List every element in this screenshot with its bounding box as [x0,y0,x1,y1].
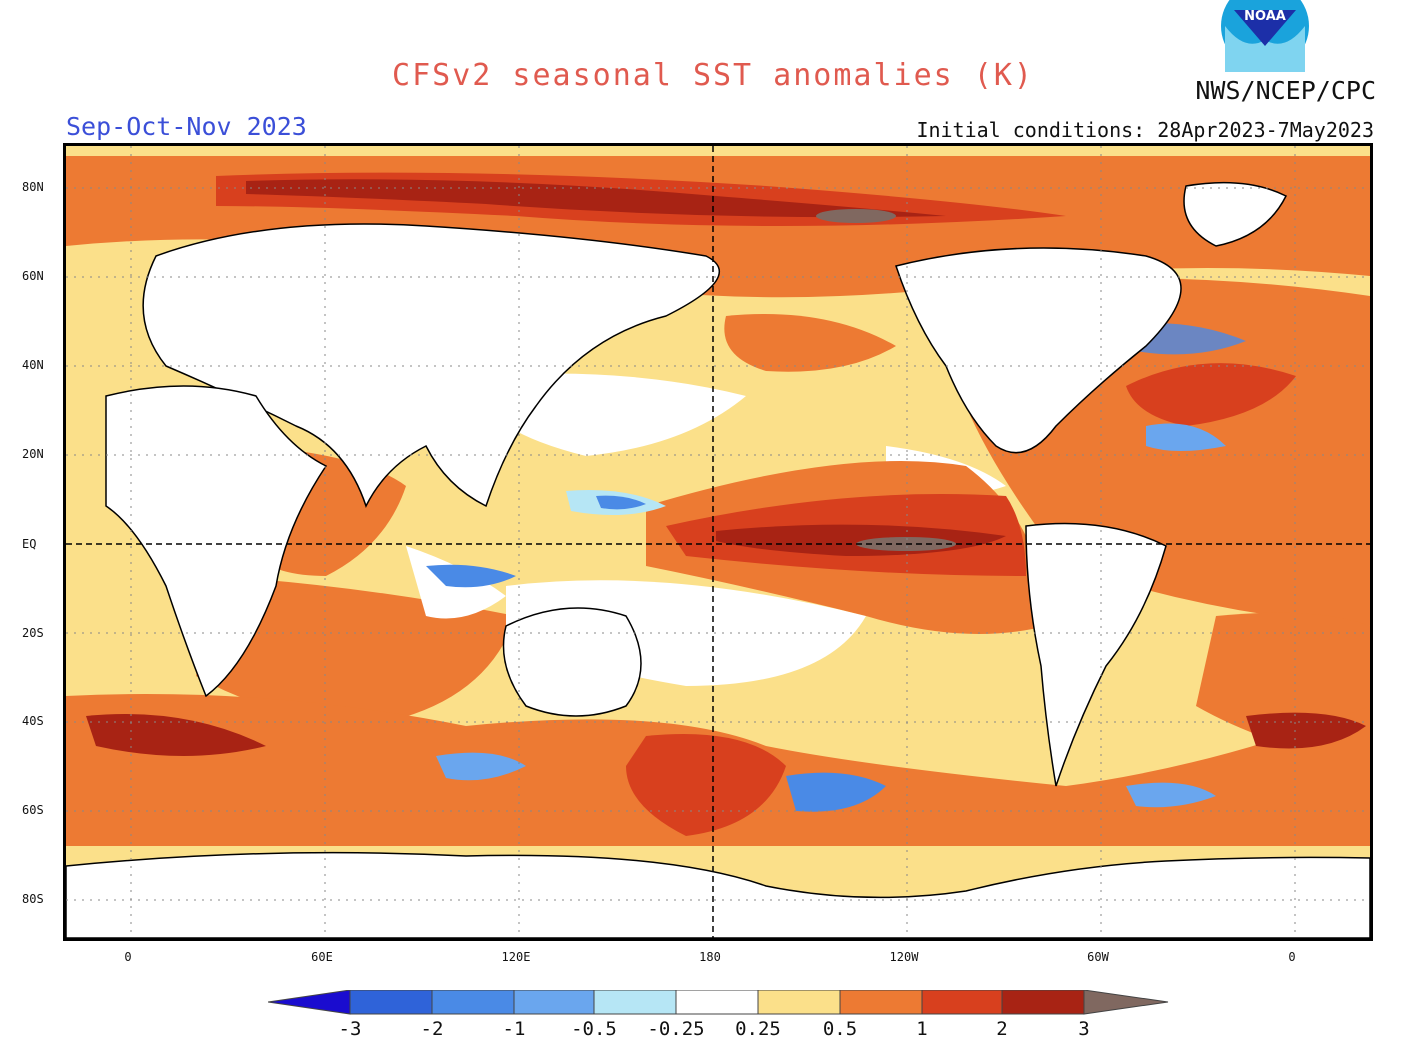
colorbar-label: 3 [1078,1018,1090,1040]
colorbar-bin [349,990,433,1015]
lat-label-20n: 20N [22,447,44,461]
colorbar-bin [1001,990,1085,1015]
colorbar-label: 0.25 [735,1018,781,1040]
colorbar-bin [921,990,1003,1015]
colorbar-arrow-low [268,990,351,1015]
lon-label-120e: 120E [501,950,531,964]
colorbar [268,990,1169,1015]
colorbar-label: 2 [996,1018,1008,1040]
initial-conditions-label: Initial conditions: 28Apr2023-7May2023 [916,118,1374,142]
map-title: CFSv2 seasonal SST anomalies (K) [392,58,1034,93]
colorbar-bin [513,990,595,1015]
lat-label-40n: 40N [22,358,44,372]
colorbar-bin [675,990,759,1015]
colorbar-bin [839,990,923,1015]
lon-label-60e: 60E [311,950,333,964]
noaa-logo: NOAA [1221,0,1309,72]
lat-label-80s: 80S [22,892,44,906]
lon-label-0-east: 0 [1288,950,1296,964]
lat-label-20s: 20S [22,626,44,640]
colorbar-label: -3 [338,1018,362,1040]
colorbar-label: 0.5 [822,1018,858,1040]
lon-label-120w: 120W [889,950,919,964]
colorbar-bin [593,990,677,1015]
lat-label-80n: 80N [22,180,44,194]
lon-label-180: 180 [699,950,721,964]
lat-label-eq: EQ [22,537,37,551]
colorbar-label: -0.25 [647,1018,705,1040]
sst-anomaly-map [63,143,1373,941]
lon-label-60w: 60W [1087,950,1109,964]
lat-label-60s: 60S [22,803,44,817]
svg-text:NOAA: NOAA [1244,9,1286,24]
colorbar-bin [757,990,841,1015]
colorbar-label: -1 [502,1018,526,1040]
colorbar-bin [431,990,515,1015]
lat-label-60n: 60N [22,269,44,283]
lon-label-0: 0 [124,950,132,964]
season-label: Sep-Oct-Nov 2023 [66,112,307,141]
colorbar-label: -0.5 [571,1018,617,1040]
colorbar-label: -2 [420,1018,444,1040]
colorbar-label: 1 [916,1018,928,1040]
colorbar-arrow-high [1083,990,1169,1015]
lat-label-40s: 40S [22,714,44,728]
agency-label: NWS/NCEP/CPC [1195,76,1376,105]
